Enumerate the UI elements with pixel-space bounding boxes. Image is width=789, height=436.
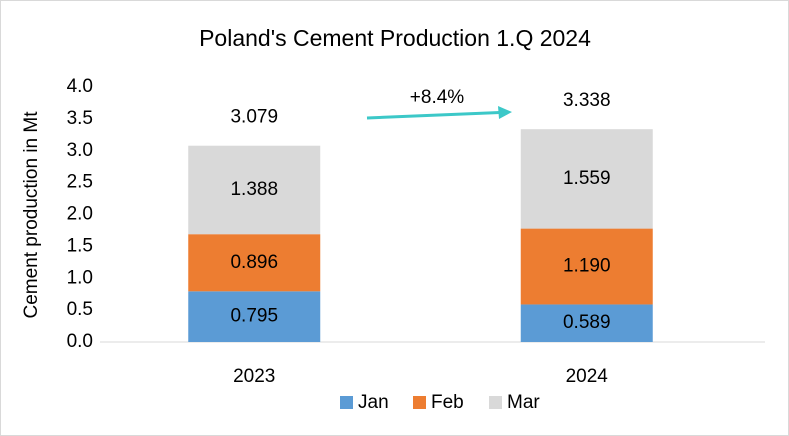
y-tick-label: 0.0 <box>67 331 93 352</box>
y-tick-label: 4.0 <box>67 76 93 97</box>
data-label: 1.190 <box>563 256 611 277</box>
data-label: 1.559 <box>563 168 611 189</box>
legend-swatch <box>413 396 426 409</box>
y-tick-label: 1.0 <box>67 267 93 288</box>
data-label: 0.795 <box>230 306 278 327</box>
total-label: 3.079 <box>230 107 278 128</box>
bar-segment <box>520 129 653 229</box>
y-axis-title: Cement production in Mt <box>21 111 42 319</box>
bar-segment <box>188 234 321 292</box>
bar-segment <box>520 304 653 342</box>
annotation-arrow <box>366 111 501 120</box>
y-tick-label: 1.5 <box>67 235 93 256</box>
legend-label: Feb <box>431 392 464 413</box>
data-label: 0.589 <box>563 312 611 333</box>
legend-label: Mar <box>507 392 540 413</box>
legend-swatch <box>340 396 353 409</box>
annotation: +8.4% <box>410 87 465 108</box>
legend-swatch <box>489 396 502 409</box>
bar-segment <box>188 291 321 342</box>
bar-segment <box>520 228 653 305</box>
annotation-arrowhead <box>498 106 512 119</box>
legend-label: Jan <box>358 392 389 413</box>
bar-segment <box>188 145 321 235</box>
y-tick-label: 3.5 <box>67 108 93 129</box>
chart-title: Poland's Cement Production 1.Q 2024 <box>199 25 591 51</box>
x-tick-label: 2023 <box>233 366 275 387</box>
data-label: 0.896 <box>230 252 278 273</box>
y-tick-label: 3.0 <box>67 140 93 161</box>
total-label: 3.338 <box>563 90 611 111</box>
y-tick-label: 2.5 <box>67 172 93 193</box>
x-tick-label: 2024 <box>566 366 609 387</box>
data-label: 1.388 <box>230 179 278 200</box>
y-tick-label: 2.0 <box>67 204 93 225</box>
y-tick-label: 0.5 <box>67 299 93 320</box>
